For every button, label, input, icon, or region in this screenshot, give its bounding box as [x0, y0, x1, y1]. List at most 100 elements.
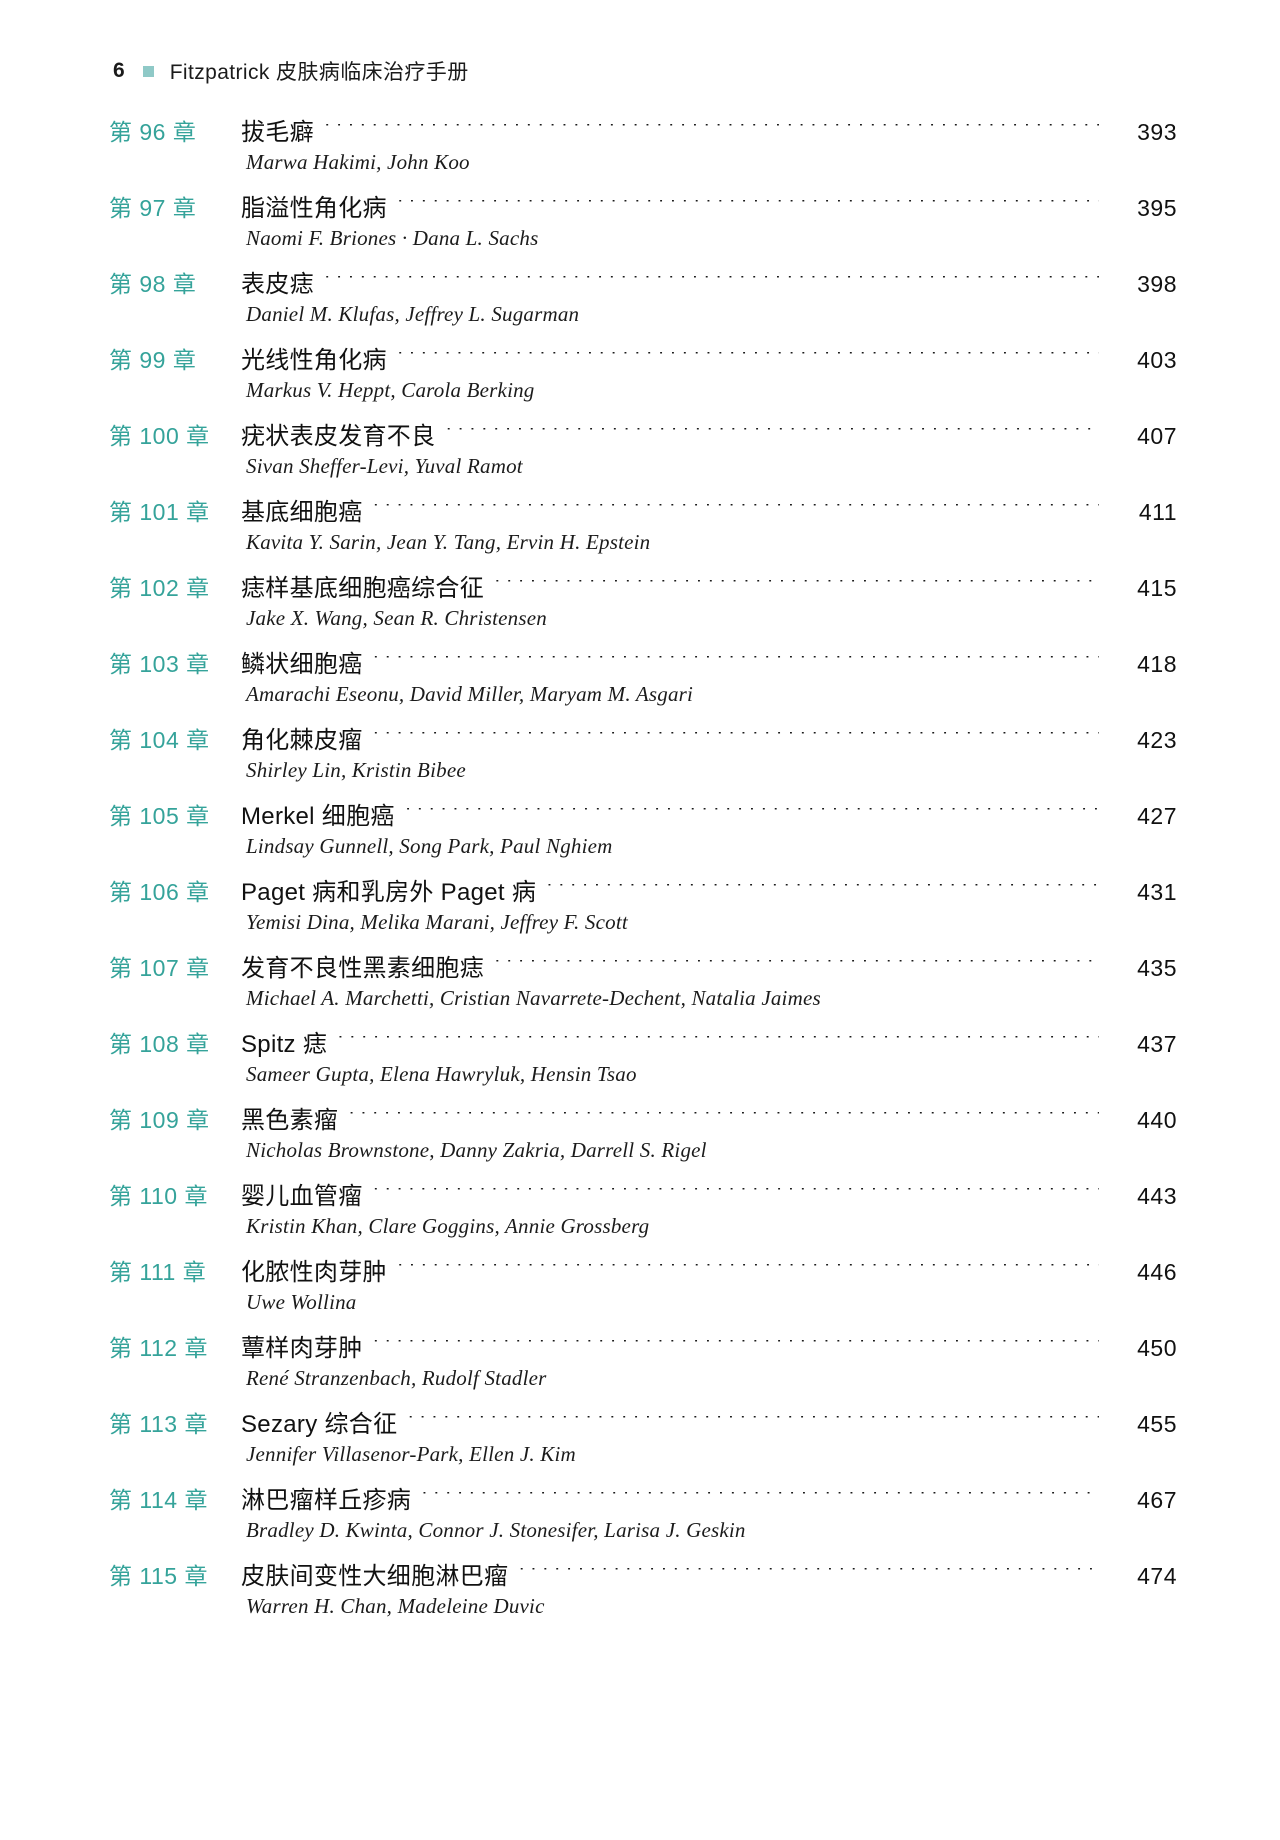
chapter-title[interactable]: 角化棘皮瘤: [241, 727, 363, 754]
toc-entry[interactable]: 第 103 章 鳞状细胞癌 418 Amarachi Eseonu, David Mi…: [109, 644, 1177, 707]
chapter-number-label[interactable]: 第 107 章: [109, 955, 210, 981]
chapter-title[interactable]: 光线性角化病: [241, 347, 387, 374]
chapter-title[interactable]: 疣状表皮发育不良: [241, 423, 436, 450]
chapter-authors: Lindsay Gunnell, Song Park, Paul Nghiem: [246, 834, 613, 858]
chapter-page-number[interactable]: 446: [1137, 1259, 1177, 1285]
chapter-page-number[interactable]: 437: [1137, 1031, 1177, 1057]
chapter-page-number[interactable]: 435: [1137, 955, 1177, 981]
chapter-page-number[interactable]: 455: [1137, 1411, 1177, 1437]
toc-entry[interactable]: 第 110 章 婴儿血管瘤 443 Kristin Khan, Clare Goggi…: [109, 1176, 1177, 1239]
chapter-page-number[interactable]: 398: [1137, 271, 1177, 297]
chapter-page-number[interactable]: 431: [1137, 879, 1177, 905]
chapter-title[interactable]: Spitz 痣: [241, 1031, 328, 1058]
chapter-number-label[interactable]: 第 115 章: [109, 1563, 208, 1589]
dot-leader: [373, 732, 1100, 748]
dot-leader: [445, 428, 1099, 444]
chapter-page-number[interactable]: 427: [1137, 803, 1177, 829]
dot-leader: [397, 200, 1099, 216]
chapter-number-label[interactable]: 第 102 章: [109, 575, 210, 601]
chapter-number-label[interactable]: 第 98 章: [109, 271, 197, 297]
toc-entry-line: 第 108 章 Spitz 痣 437: [109, 1024, 1177, 1059]
chapter-page-number[interactable]: 474: [1137, 1563, 1177, 1589]
chapter-title[interactable]: 皮肤间变性大细胞淋巴瘤: [241, 1563, 509, 1590]
chapter-title[interactable]: 黑色素瘤: [241, 1107, 339, 1134]
chapter-number-label[interactable]: 第 103 章: [109, 651, 210, 677]
chapter-title[interactable]: 蕈样肉芽肿: [241, 1335, 363, 1362]
chapter-number-label[interactable]: 第 108 章: [109, 1031, 210, 1057]
chapter-number-label[interactable]: 第 114 章: [109, 1487, 208, 1513]
chapter-title[interactable]: Sezary 综合征: [241, 1411, 398, 1438]
toc-entry[interactable]: 第 112 章 蕈样肉芽肿 450 René Stranzenbach, Rudolf…: [109, 1328, 1177, 1391]
toc-entry[interactable]: 第 100 章 疣状表皮发育不良 407 Sivan Sheffer-Levi, Yu…: [109, 416, 1177, 479]
chapter-page-number[interactable]: 393: [1137, 119, 1177, 145]
toc-entry[interactable]: 第 106 章 Paget 病和乳房外 Paget 病 431 Yemisi Dina…: [109, 872, 1177, 935]
chapter-number-label[interactable]: 第 105 章: [109, 803, 210, 829]
chapter-page-number[interactable]: 450: [1137, 1335, 1177, 1361]
chapter-number-label[interactable]: 第 110 章: [109, 1183, 208, 1209]
toc-entry[interactable]: 第 102 章 痣样基底细胞癌综合征 415 Jake X. Wang, Sean R…: [109, 568, 1177, 631]
toc-entry-line: 第 107 章 发育不良性黑素细胞痣 435: [109, 948, 1177, 983]
toc-entry[interactable]: 第 113 章 Sezary 综合征 455 Jennifer Villasenor-…: [109, 1404, 1177, 1467]
chapter-page-number[interactable]: 423: [1137, 727, 1177, 753]
chapter-title[interactable]: Merkel 细胞癌: [241, 803, 395, 830]
chapter-title[interactable]: 拔毛癖: [241, 119, 314, 146]
chapter-number-label[interactable]: 第 99 章: [109, 347, 197, 373]
chapter-authors: Michael A. Marchetti, Cristian Navarrete…: [246, 986, 821, 1010]
chapter-title[interactable]: 婴儿血管瘤: [241, 1183, 363, 1210]
chapter-page-number[interactable]: 407: [1137, 423, 1177, 449]
chapter-page-number[interactable]: 415: [1137, 575, 1177, 601]
chapter-title[interactable]: 鳞状细胞癌: [241, 651, 363, 678]
chapter-authors: Kavita Y. Sarin, Jean Y. Tang, Ervin H. …: [246, 530, 651, 554]
chapter-authors: Kristin Khan, Clare Goggins, Annie Gross…: [246, 1214, 650, 1238]
toc-entry[interactable]: 第 115 章 皮肤间变性大细胞淋巴瘤 474 Warren H. Chan, Mad…: [109, 1556, 1177, 1619]
chapter-page-number[interactable]: 395: [1137, 195, 1177, 221]
chapter-title[interactable]: 化脓性肉芽肿: [241, 1259, 387, 1286]
toc-entry[interactable]: 第 111 章 化脓性肉芽肿 446 Uwe Wollina: [109, 1252, 1177, 1315]
chapter-page-number[interactable]: 443: [1137, 1183, 1177, 1209]
dot-leader: [546, 884, 1099, 900]
chapter-title[interactable]: 淋巴瘤样丘疹病: [241, 1487, 412, 1514]
toc-entry[interactable]: 第 114 章 淋巴瘤样丘疹病 467 Bradley D. Kwinta, Conn…: [109, 1480, 1177, 1543]
chapter-page-number[interactable]: 418: [1137, 651, 1177, 677]
chapter-number-label[interactable]: 第 109 章: [109, 1107, 210, 1133]
square-bullet-icon: [142, 65, 154, 77]
chapter-number-label[interactable]: 第 97 章: [109, 195, 197, 221]
dot-leader: [373, 1340, 1100, 1356]
chapter-number-label[interactable]: 第 113 章: [109, 1411, 208, 1437]
toc-entry[interactable]: 第 108 章 Spitz 痣 437 Sameer Gupta, Elena Haw…: [109, 1024, 1177, 1087]
toc-entry-line: 第 102 章 痣样基底细胞癌综合征 415: [109, 568, 1177, 603]
chapter-page-number[interactable]: 411: [1138, 499, 1177, 525]
toc-entry[interactable]: 第 104 章 角化棘皮瘤 423 Shirley Lin, Kristin Bibe…: [109, 720, 1177, 783]
page-folio-number: 6: [113, 59, 125, 82]
chapter-page-number[interactable]: 440: [1137, 1107, 1177, 1133]
toc-entry[interactable]: 第 99 章 光线性角化病 403 Markus V. Heppt, Carola B…: [109, 340, 1177, 403]
chapter-title[interactable]: 痣样基底细胞癌综合征: [241, 575, 484, 602]
toc-entry[interactable]: 第 109 章 黑色素瘤 440 Nicholas Brownstone, Danny…: [109, 1100, 1177, 1163]
toc-entry-line: 第 115 章 皮肤间变性大细胞淋巴瘤 474: [109, 1556, 1177, 1591]
chapter-title[interactable]: 发育不良性黑素细胞痣: [241, 955, 484, 982]
chapter-number-label[interactable]: 第 106 章: [109, 879, 210, 905]
dot-leader: [407, 1416, 1099, 1432]
toc-entry[interactable]: 第 97 章 脂溢性角化病 395 Naomi F. Briones · Dana L…: [109, 188, 1177, 251]
toc-entry[interactable]: 第 105 章 Merkel 细胞癌 427 Lindsay Gunnell, Son…: [109, 796, 1177, 859]
chapter-title[interactable]: 表皮痣: [241, 271, 314, 298]
chapter-number-label[interactable]: 第 104 章: [109, 727, 210, 753]
chapter-number-label[interactable]: 第 96 章: [109, 119, 197, 145]
toc-entry[interactable]: 第 101 章 基底细胞癌 411 Kavita Y. Sarin, Jean Y. …: [109, 492, 1177, 555]
chapter-number-label[interactable]: 第 111 章: [109, 1259, 207, 1285]
toc-entry[interactable]: 第 98 章 表皮痣 398 Daniel M. Klufas, Jeffrey L.…: [109, 264, 1177, 327]
chapter-number-label[interactable]: 第 112 章: [109, 1335, 208, 1361]
dot-leader: [397, 1264, 1099, 1280]
toc-entry[interactable]: 第 107 章 发育不良性黑素细胞痣 435 Michael A. Marchetti…: [109, 948, 1177, 1011]
chapter-number-label[interactable]: 第 101 章: [109, 499, 210, 525]
chapter-authors: Sivan Sheffer-Levi, Yuval Ramot: [246, 454, 523, 478]
chapter-title[interactable]: Paget 病和乳房外 Paget 病: [241, 879, 537, 906]
chapter-page-number[interactable]: 403: [1137, 347, 1177, 373]
chapter-title[interactable]: 脂溢性角化病: [241, 195, 387, 222]
chapter-number-label[interactable]: 第 100 章: [109, 423, 210, 449]
toc-entry[interactable]: 第 96 章 拔毛癖 393 Marwa Hakimi, John Koo: [109, 112, 1177, 175]
toc-entry-line: 第 104 章 角化棘皮瘤 423: [109, 720, 1177, 755]
chapter-authors: Shirley Lin, Kristin Bibee: [246, 758, 466, 782]
chapter-page-number[interactable]: 467: [1137, 1487, 1177, 1513]
chapter-title[interactable]: 基底细胞癌: [241, 499, 363, 526]
